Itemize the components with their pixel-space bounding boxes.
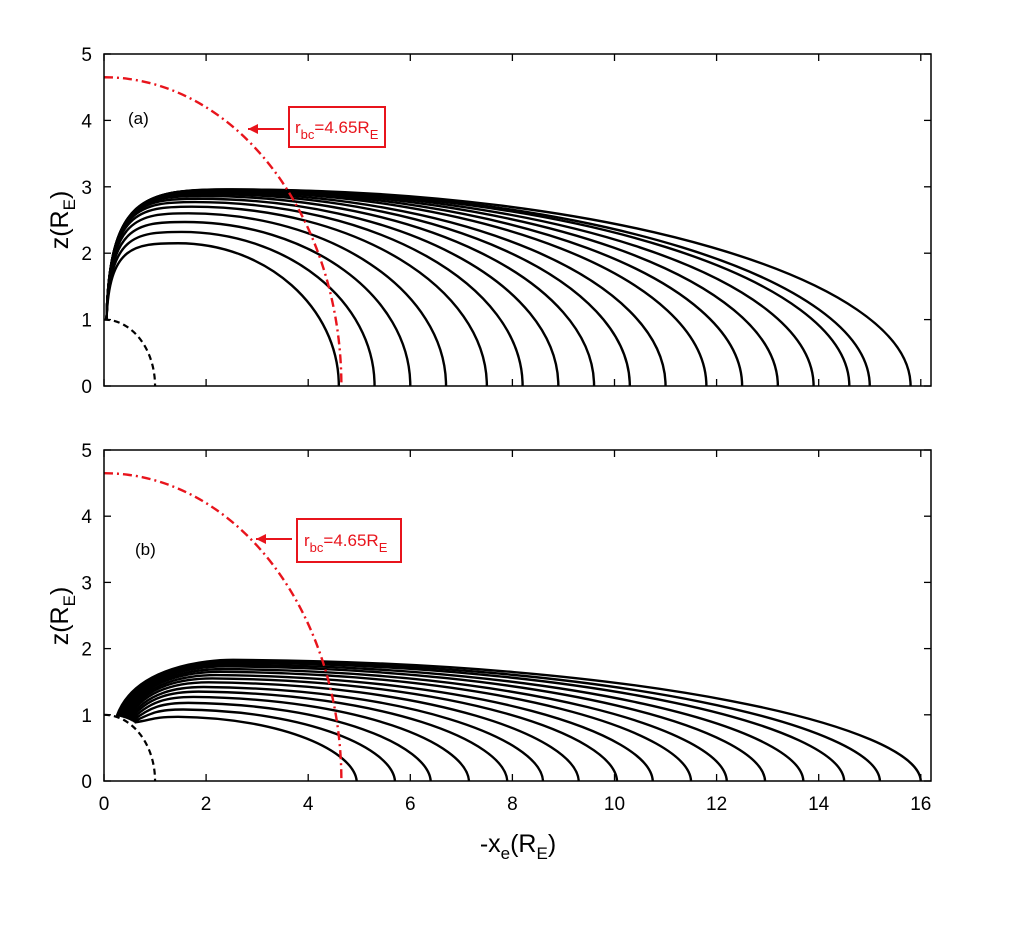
x-tick-label-b-10: 10 [604, 794, 625, 815]
x-tick-label-b-8: 8 [507, 794, 518, 815]
field-line-a-1 [105, 242, 341, 386]
annotation-arrowhead-a [248, 124, 258, 134]
field-lines-b [104, 471, 922, 781]
y-tick-label-b-0: 0 [81, 772, 92, 793]
field-line-b-12 [120, 665, 767, 781]
annotation-text-b: rbc=4.65RE [304, 531, 388, 555]
field-line-b-14 [118, 661, 846, 781]
y-tick-label-b-3: 3 [81, 573, 92, 594]
y-tick-label-a-2: 2 [81, 244, 92, 265]
y-axis-label-text-b: z(RE) [46, 587, 79, 646]
field-line-a-6 [105, 200, 524, 386]
field-line-b-9 [124, 673, 654, 781]
field-line-a-3 [105, 220, 412, 386]
field-line-a-14 [105, 188, 815, 386]
plot-frame-b [103, 449, 932, 782]
panel-label-b: (b) [135, 540, 156, 559]
boundary-annotation-a: rbc=4.65RE [248, 106, 386, 148]
y-tick-label-a-3: 3 [81, 178, 92, 199]
annotation-box-a [288, 106, 386, 148]
field-line-b-5 [128, 690, 509, 781]
field-line-b-13 [119, 663, 805, 781]
field-line-b-6 [127, 685, 545, 781]
annotation-text-a: rbc=4.65RE [295, 118, 379, 142]
x-tick-label-b-2: 2 [201, 794, 212, 815]
field-line-a-5 [105, 205, 489, 386]
inner-circle-b [104, 713, 157, 781]
y-tick-label-b-2: 2 [81, 640, 92, 661]
field-line-a-17 [105, 188, 912, 386]
field-line-b-16 [115, 658, 922, 781]
field-line-a-2 [105, 230, 376, 386]
field-line-b-11 [121, 667, 729, 781]
field-line-b-10 [122, 670, 693, 781]
y-tick-label-a-5: 5 [81, 45, 92, 66]
y-tick-label-b-1: 1 [81, 706, 92, 727]
y-tick-label-b-4: 4 [81, 507, 92, 528]
field-line-a-15 [105, 188, 851, 386]
field-line-b-2 [132, 708, 397, 781]
x-tick-label-b-6: 6 [405, 794, 416, 815]
field-line-b-1 [134, 715, 358, 781]
y-tick-label-a-0: 0 [81, 377, 92, 398]
y-axis-label-b: z(RE) [46, 587, 79, 646]
boundary-circle-a [104, 76, 343, 386]
inner-circle-a [104, 318, 157, 386]
field-line-a-4 [105, 212, 448, 386]
field-line-b-7 [126, 681, 580, 781]
panel-label-a: (a) [128, 109, 149, 128]
y-tick-label-a-4: 4 [81, 111, 92, 132]
field-line-b-4 [130, 695, 471, 781]
field-line-a-12 [105, 189, 744, 386]
x-tick-label-b-4: 4 [303, 794, 314, 815]
x-tick-label-b-16: 16 [910, 794, 931, 815]
field-line-b-3 [131, 701, 432, 781]
panel-a: 0 1 2 3 4 5 (a) z(RE) rbc=4.65RE [46, 45, 932, 398]
boundary-circle-b [104, 471, 343, 781]
annotation-box-b [296, 518, 402, 563]
field-line-b-8 [125, 677, 619, 781]
axis-ticks-a: 0 1 2 3 4 5 [81, 45, 931, 398]
x-tick-label-b-14: 14 [808, 794, 830, 815]
annotation-arrowhead-b [256, 534, 266, 544]
y-tick-label-b-5: 5 [81, 441, 92, 462]
y-axis-label-a: z(RE) [46, 191, 79, 250]
boundary-annotation-b: rbc=4.65RE [256, 518, 402, 563]
x-axis-label-b: -xe(RE) [480, 830, 556, 863]
x-tick-label-b-12: 12 [706, 794, 727, 815]
field-lines-a [104, 76, 912, 386]
plot-frame-a [103, 53, 932, 387]
x-tick-label-b-0: 0 [99, 794, 110, 815]
field-line-a-7 [105, 197, 560, 386]
y-tick-label-a-1: 1 [81, 311, 92, 332]
y-axis-label-text-a: z(RE) [46, 191, 79, 250]
